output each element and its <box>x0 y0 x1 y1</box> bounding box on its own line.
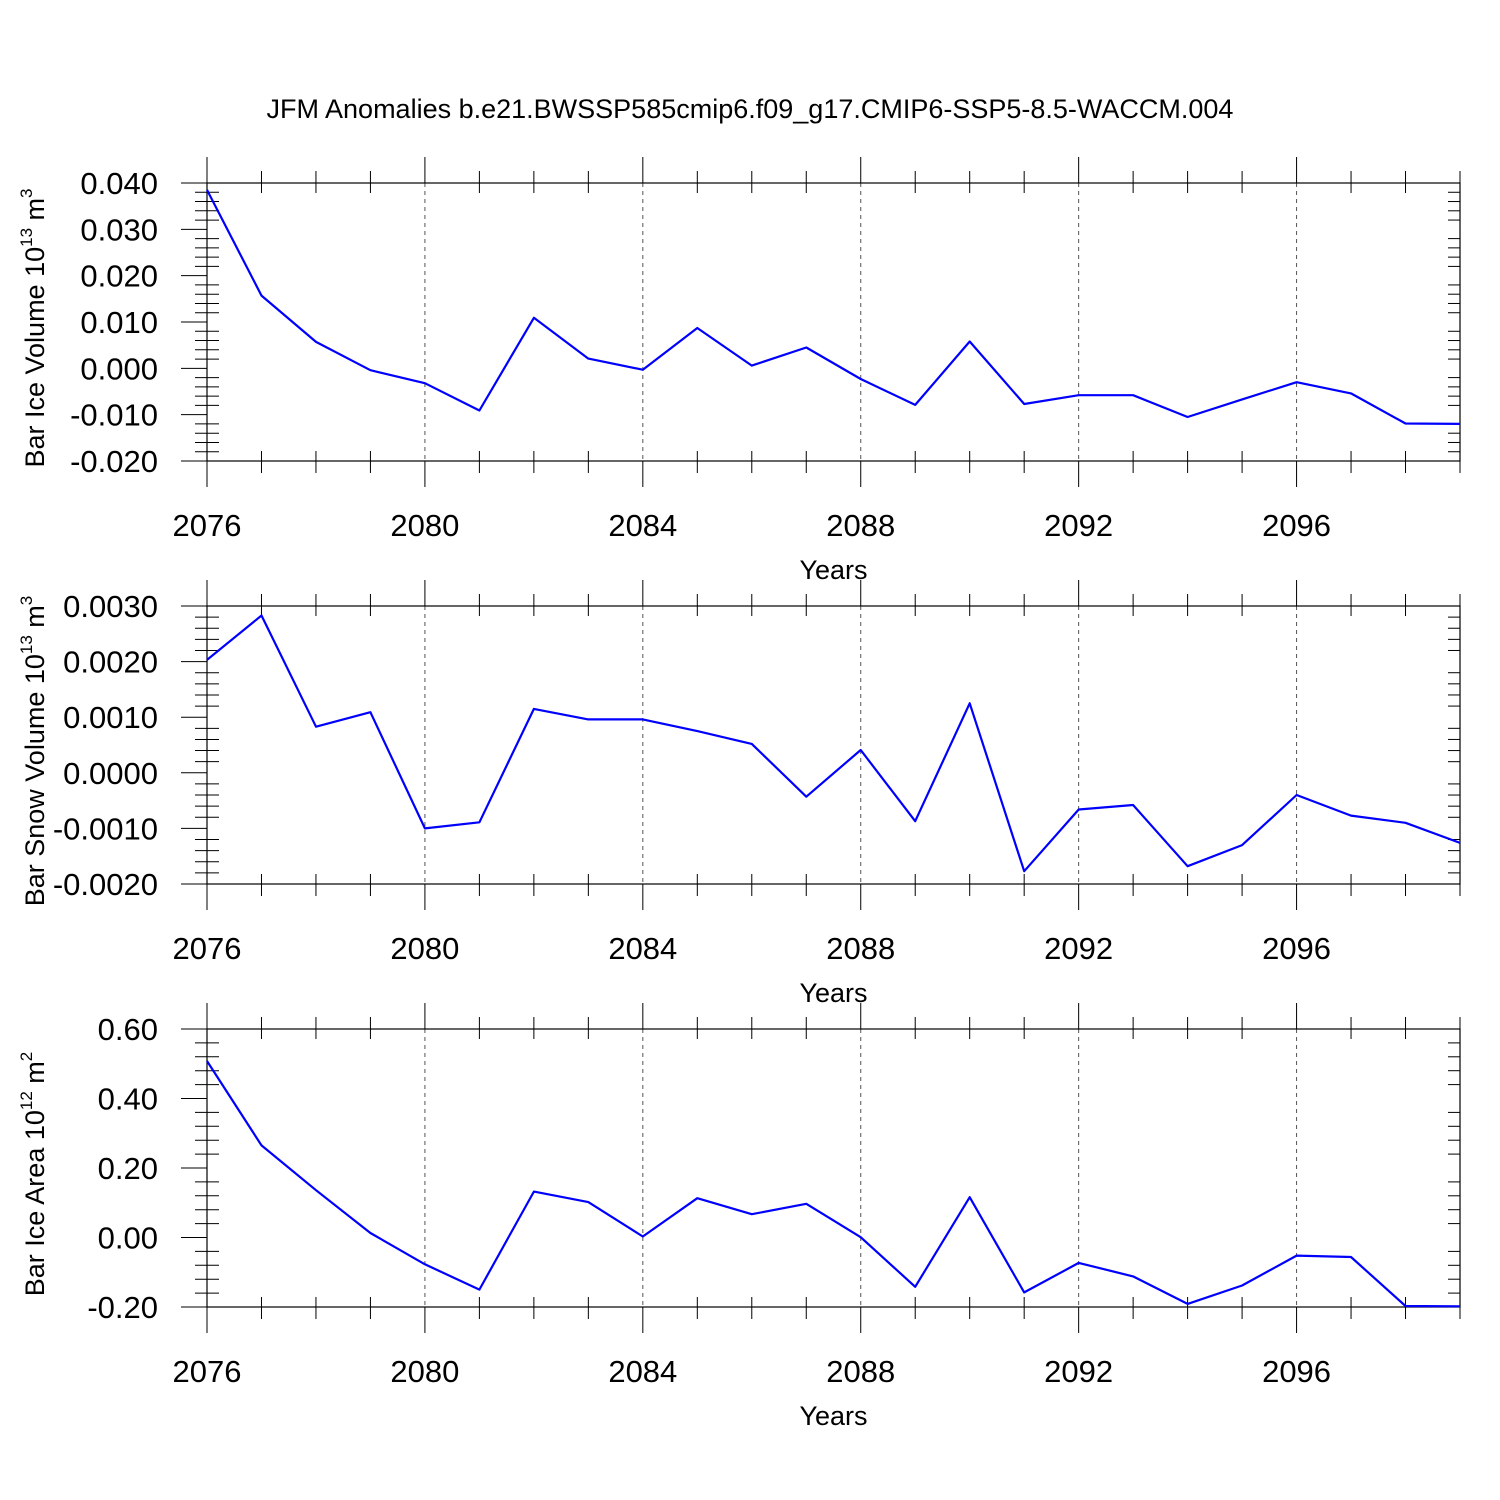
y-tick-label: -0.010 <box>70 398 158 433</box>
y-tick-label: 0.000 <box>80 351 158 386</box>
panel-3: 0.60 0.40 0.20 0.00 -0.20 2076 2080 2084 2088 209… <box>17 1003 1461 1431</box>
x-tick-label: 2088 <box>826 931 895 966</box>
y-tick-label: 0.0020 <box>63 645 158 680</box>
x-tick-label: 2080 <box>390 1354 459 1389</box>
y-tick-label: -0.0010 <box>53 811 158 846</box>
y-tick-label: 0.040 <box>80 166 158 201</box>
x-axis-label: Years <box>799 978 867 1008</box>
series-line-1 <box>206 1060 1461 1308</box>
x-tick-label: 2080 <box>390 931 459 966</box>
x-tick-label: 2092 <box>1044 931 1113 966</box>
panel-1: 0.040 0.030 0.020 0.010 0.000 -0.010 -0.020 207… <box>17 157 1461 585</box>
x-tick-label: 2092 <box>1044 508 1113 543</box>
x-tick-label: 2084 <box>608 931 677 966</box>
y-tick-label: 0.00 <box>98 1221 158 1256</box>
y-tick-label: 0.030 <box>80 212 158 247</box>
x-tick-label: 2080 <box>390 508 459 543</box>
y-tick-label: -0.20 <box>87 1290 158 1325</box>
y-tick-label: 0.010 <box>80 305 158 340</box>
x-tick-label: 2088 <box>826 508 895 543</box>
x-tick-label: 2092 <box>1044 1354 1113 1389</box>
plot-frame <box>206 182 1461 462</box>
panel-2: 0.0030 0.0020 0.0010 0.0000 -0.0010 -0.0020 20… <box>17 580 1461 1008</box>
plot-frame <box>206 1028 1461 1308</box>
y-tick-label: -0.0020 <box>53 867 158 902</box>
y-tick-label: 0.60 <box>98 1012 158 1047</box>
y-tick-label: 0.020 <box>80 259 158 294</box>
x-tick-label: 2084 <box>608 1354 677 1389</box>
x-tick-label: 2076 <box>173 508 242 543</box>
y-tick-label: 0.0010 <box>63 700 158 735</box>
x-tick-label: 2088 <box>826 1354 895 1389</box>
x-tick-label: 2076 <box>173 1354 242 1389</box>
y-tick-label: 0.20 <box>98 1151 158 1186</box>
y-axis-label: Bar Ice Area 1012 m2 <box>17 1052 50 1297</box>
x-tick-label: 2096 <box>1262 508 1331 543</box>
figure-title: JFM Anomalies b.e21.BWSSP585cmip6.f09_g1… <box>267 94 1234 124</box>
y-tick-label: -0.020 <box>70 444 158 479</box>
y-tick-label: 0.0030 <box>63 589 158 624</box>
series-line-1 <box>206 614 1461 873</box>
y-axis-label: Bar Ice Volume 1013 m3 <box>17 188 50 467</box>
x-tick-label: 2096 <box>1262 931 1331 966</box>
y-tick-label: 0.0000 <box>63 756 158 791</box>
plot-frame <box>206 605 1461 885</box>
x-axis-label: Years <box>799 1401 867 1431</box>
y-axis-label: Bar Snow Volume 1013 m3 <box>17 596 50 907</box>
y-tick-label: 0.40 <box>98 1082 158 1117</box>
x-tick-label: 2096 <box>1262 1354 1331 1389</box>
x-tick-label: 2076 <box>173 931 242 966</box>
panels: 0.040 0.030 0.020 0.010 0.000 -0.010 -0.020 207… <box>17 157 1461 1431</box>
x-tick-label: 2084 <box>608 508 677 543</box>
x-axis-label: Years <box>799 555 867 585</box>
series-line-1 <box>206 189 1461 425</box>
